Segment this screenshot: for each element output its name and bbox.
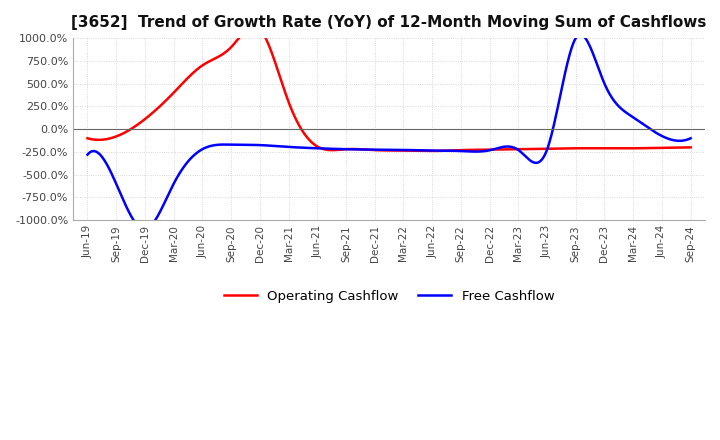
Line: Operating Cashflow: Operating Cashflow	[87, 26, 690, 151]
Legend: Operating Cashflow, Free Cashflow: Operating Cashflow, Free Cashflow	[218, 285, 560, 308]
Line: Free Cashflow: Free Cashflow	[87, 35, 690, 229]
Free Cashflow	[686, 136, 695, 141]
Operating Cashflow	[580, 146, 588, 151]
Operating Cashflow	[83, 136, 91, 141]
Free Cashflow	[374, 147, 383, 152]
Title: [3652]  Trend of Growth Rate (YoY) of 12-Month Moving Sum of Cashflows: [3652] Trend of Growth Rate (YoY) of 12-…	[71, 15, 707, 30]
Free Cashflow	[83, 152, 91, 158]
Operating Cashflow	[371, 147, 379, 153]
Free Cashflow	[674, 138, 683, 143]
Free Cashflow	[444, 148, 452, 153]
Free Cashflow	[140, 227, 148, 232]
Operating Cashflow	[444, 148, 453, 153]
Operating Cashflow	[674, 145, 683, 150]
Operating Cashflow	[426, 148, 434, 154]
Operating Cashflow	[250, 24, 258, 29]
Operating Cashflow	[410, 148, 419, 154]
Free Cashflow	[371, 147, 379, 152]
Free Cashflow	[580, 34, 588, 40]
Free Cashflow	[410, 147, 419, 153]
Operating Cashflow	[686, 145, 695, 150]
Operating Cashflow	[374, 148, 383, 153]
Free Cashflow	[576, 32, 585, 37]
